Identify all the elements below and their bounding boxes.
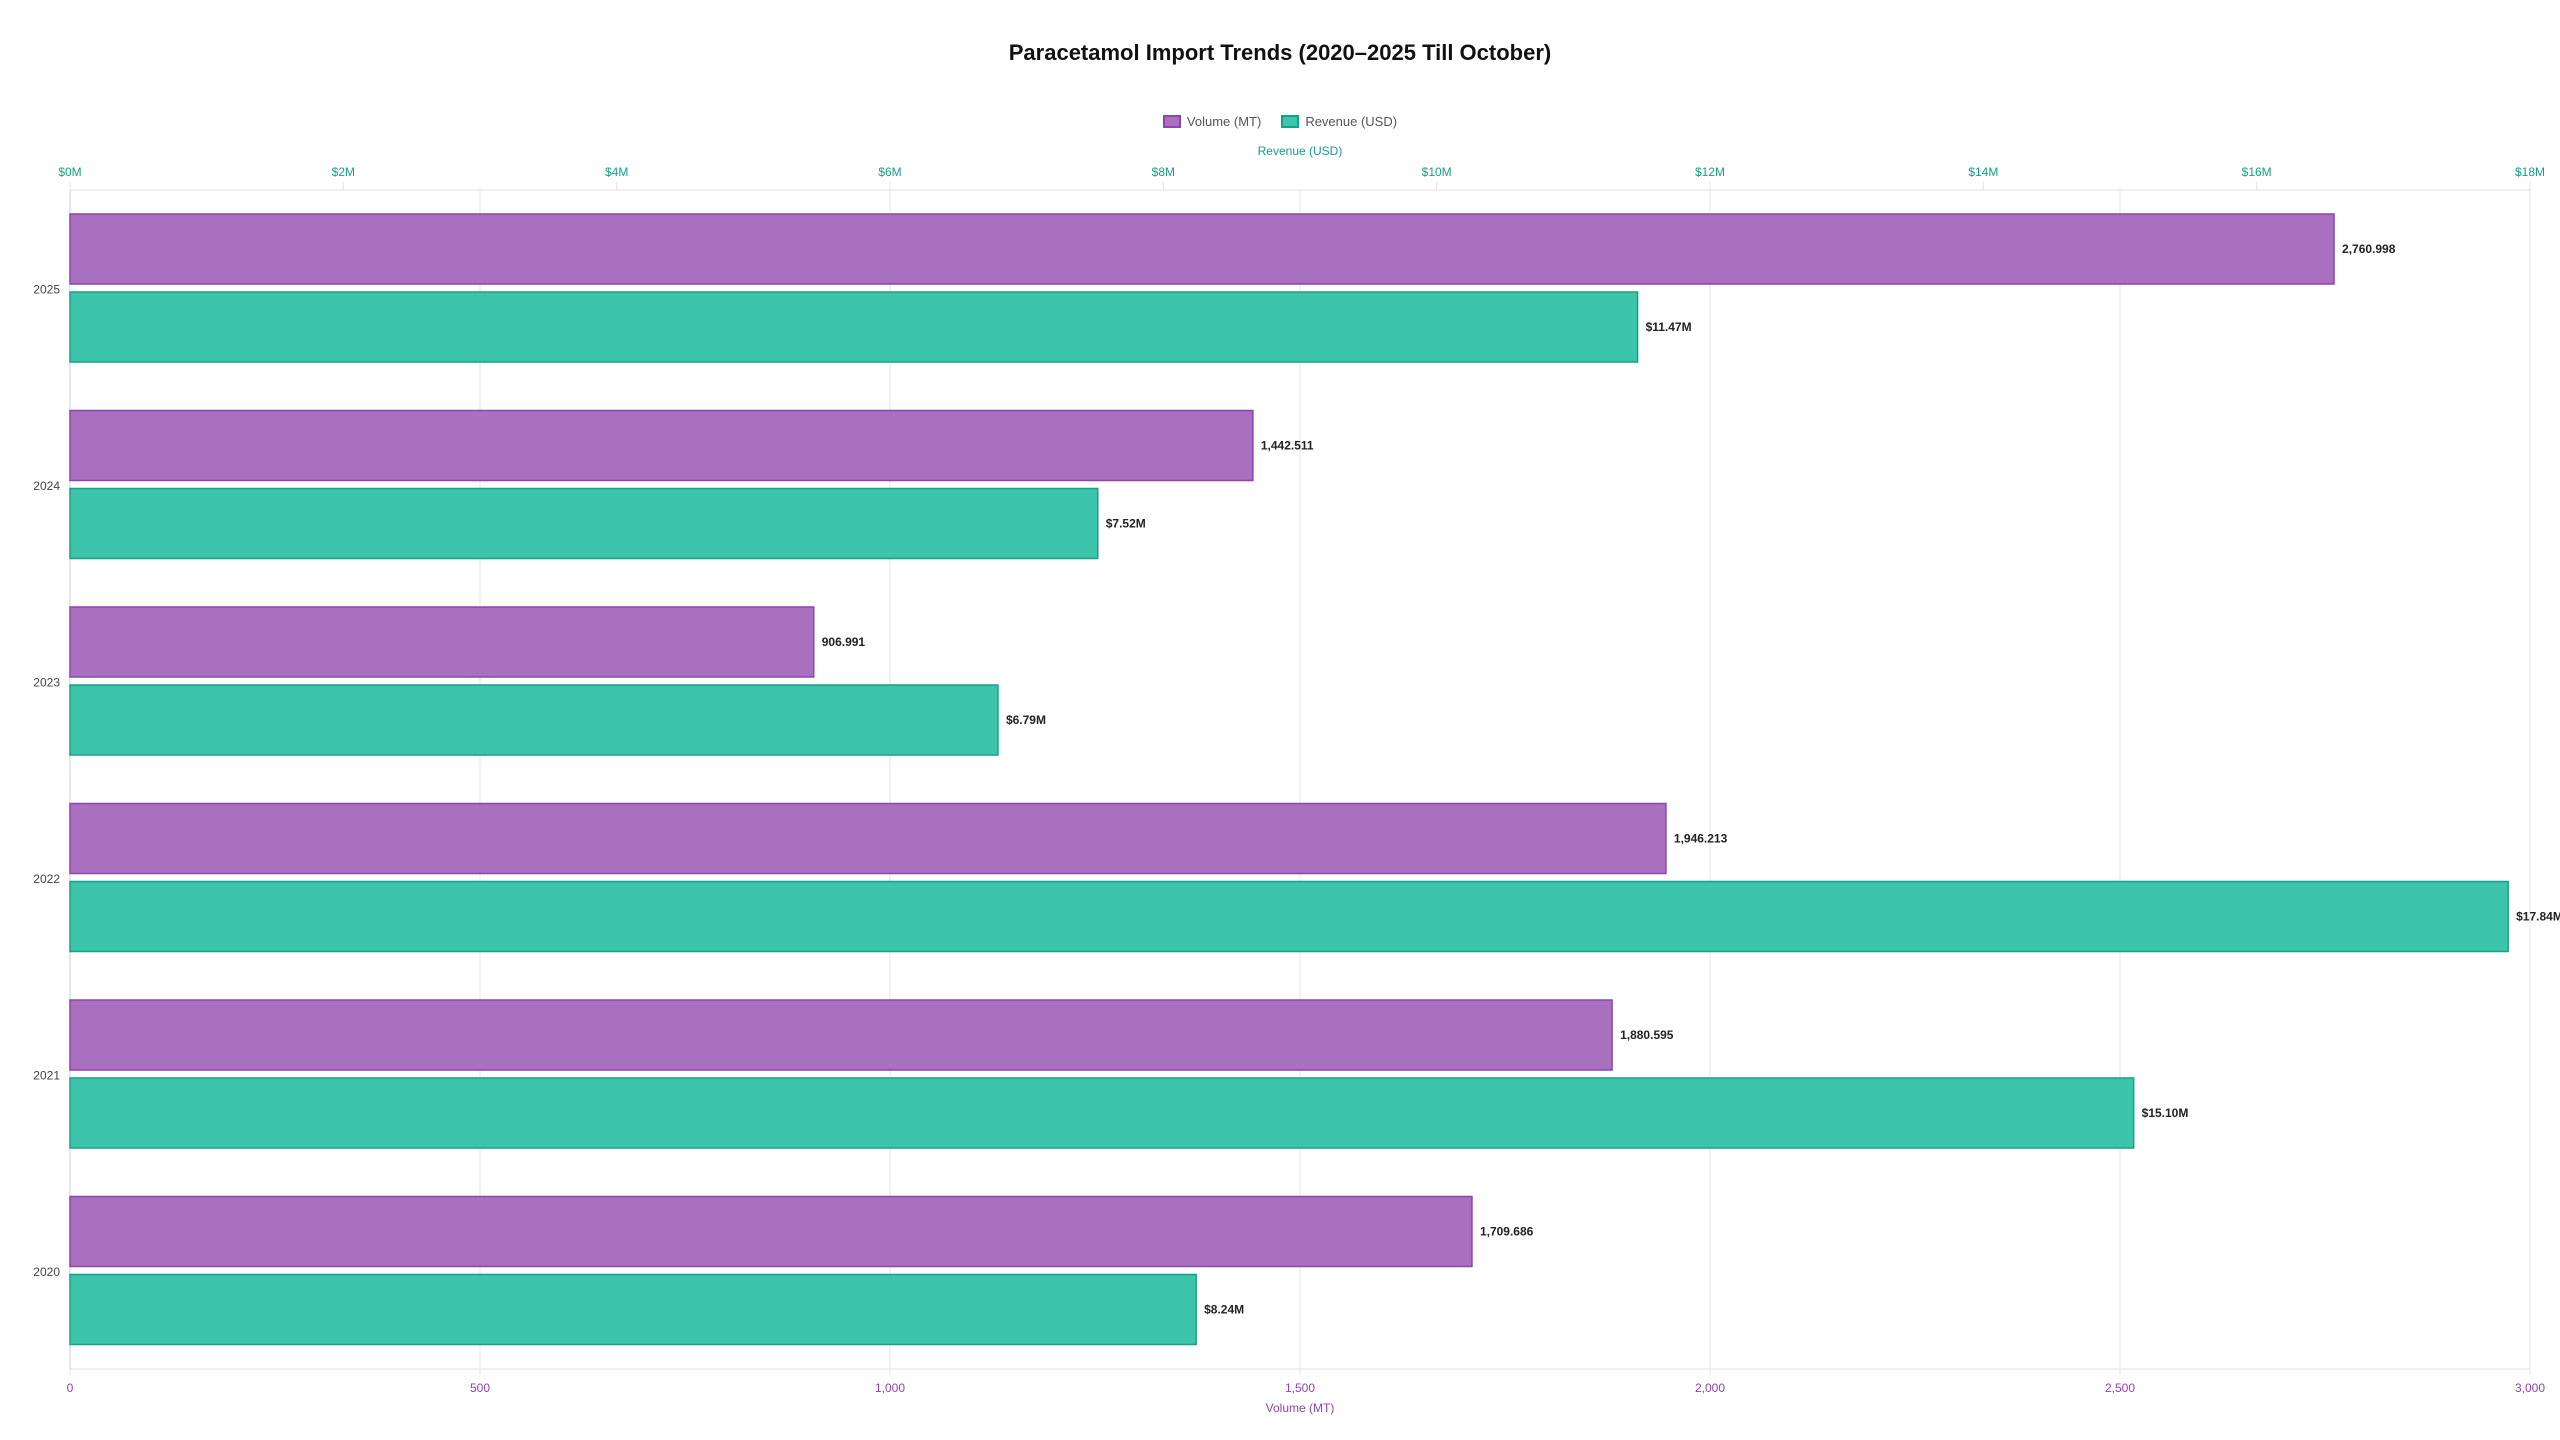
x-bottom-tick-label: 1,500 xyxy=(1285,1381,1315,1395)
data-label: $11.47M xyxy=(1646,320,1692,334)
data-label: $6.79M xyxy=(1006,713,1046,727)
y-tick-label: 2022 xyxy=(33,872,60,886)
bar-revenue xyxy=(69,291,1639,363)
x-bottom-tick-label: 2,500 xyxy=(2105,1381,2135,1395)
x-top-tick-label: $2M xyxy=(332,165,355,179)
bar-volume xyxy=(69,606,815,678)
bar-revenue xyxy=(69,1077,2135,1149)
bar-volume xyxy=(69,999,1613,1071)
x-top-tick-label: $12M xyxy=(1695,165,1725,179)
bar-revenue xyxy=(69,880,2509,953)
x-top-axis-title: Revenue (USD) xyxy=(1258,144,1343,158)
bar-revenue xyxy=(69,1273,1197,1346)
legend-item-volume[interactable]: Volume (MT) xyxy=(1162,114,1262,129)
data-label: 2,760.998 xyxy=(2342,242,2396,256)
x-bottom-tick-label: 2,000 xyxy=(1695,1381,1725,1395)
x-top-tick-label: $4M xyxy=(605,165,628,179)
legend-item-revenue[interactable]: Revenue (USD) xyxy=(1281,114,1397,129)
bar-volume xyxy=(69,213,2335,285)
data-label: 1,442.511 xyxy=(1261,439,1314,453)
bar-revenue xyxy=(69,487,1099,560)
chart-title: Paracetamol Import Trends (2020–2025 Til… xyxy=(1008,40,1552,65)
x-top-tick-label: $0M xyxy=(58,165,81,179)
data-label: $17.84M xyxy=(2516,910,2560,924)
x-bottom-tick-label: 3,000 xyxy=(2515,1381,2545,1395)
x-top-tick-label: $8M xyxy=(1152,165,1175,179)
data-label: 1,709.686 xyxy=(1480,1225,1534,1239)
y-tick-label: 2024 xyxy=(33,479,60,493)
x-bottom-axis-title: Volume (MT) xyxy=(1266,1401,1335,1415)
bar-volume xyxy=(69,802,1667,875)
y-tick-label: 2021 xyxy=(33,1068,60,1082)
x-bottom-tick-label: 1,000 xyxy=(875,1381,905,1395)
bar-volume xyxy=(69,1195,1473,1268)
x-bottom-tick-label: 0 xyxy=(67,1381,74,1395)
x-top-tick-label: $6M xyxy=(878,165,901,179)
legend-swatch-revenue xyxy=(1281,115,1300,128)
x-top-tick-label: $16M xyxy=(2242,165,2272,179)
legend-swatch-volume xyxy=(1162,115,1181,128)
x-top-tick-label: $14M xyxy=(1968,165,1998,179)
x-top-tick-label: $18M xyxy=(2515,165,2545,179)
bar-revenue xyxy=(69,684,999,756)
x-bottom-tick-label: 500 xyxy=(470,1381,490,1395)
y-tick-label: 2023 xyxy=(33,675,60,689)
data-label: 906.991 xyxy=(822,635,866,649)
bar-volume xyxy=(69,409,1254,482)
legend-label-revenue: Revenue (USD) xyxy=(1305,114,1398,129)
data-label: 1,946.213 xyxy=(1674,832,1728,846)
data-label: $15.10M xyxy=(2142,1106,2189,1120)
data-label: $7.52M xyxy=(1106,517,1146,531)
data-label: $8.24M xyxy=(1204,1303,1244,1317)
y-tick-label: 2020 xyxy=(33,1265,60,1279)
y-tick-label: 2025 xyxy=(33,282,60,296)
x-top-tick-label: $10M xyxy=(1422,165,1452,179)
legend-label-volume: Volume (MT) xyxy=(1186,114,1262,129)
legend: Volume (MT) Revenue (USD) xyxy=(0,114,2560,129)
data-label: 1,880.595 xyxy=(1620,1028,1674,1042)
